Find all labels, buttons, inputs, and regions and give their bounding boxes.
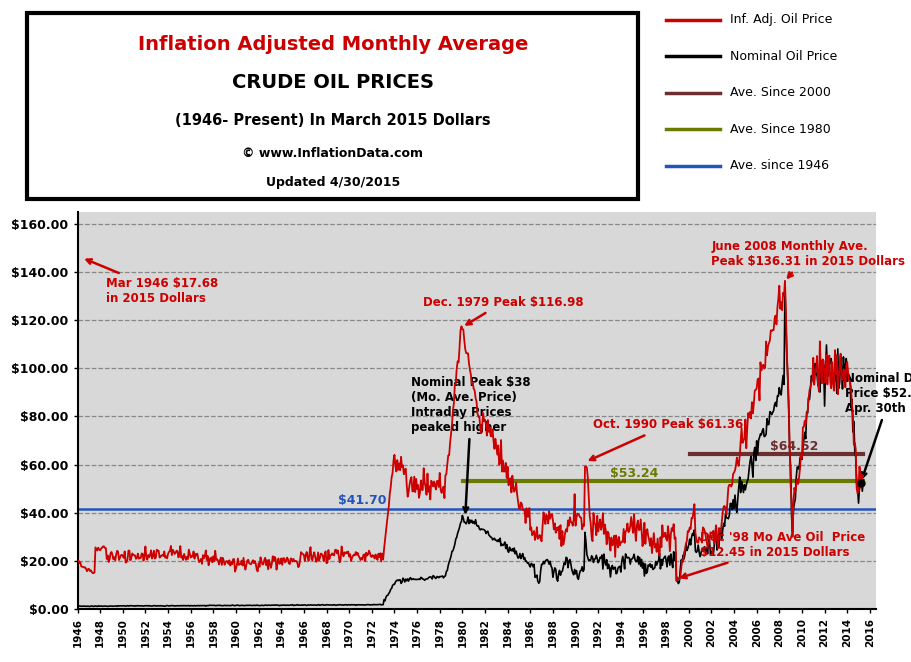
Text: $41.70: $41.70: [337, 495, 386, 507]
Text: Dec. 1979 Peak $116.98: Dec. 1979 Peak $116.98: [423, 296, 583, 324]
Text: $53.24: $53.24: [609, 467, 657, 480]
Text: Ave. since 1946: Ave. since 1946: [729, 159, 828, 172]
Text: Ave. Since 2000: Ave. Since 2000: [729, 86, 830, 99]
Text: Updated 4/30/2015: Updated 4/30/2015: [265, 176, 400, 189]
Text: Inflation Adjusted Monthly Average: Inflation Adjusted Monthly Average: [138, 36, 527, 54]
Text: Nominal Daily
Price $52.50
Apr. 30th: Nominal Daily Price $52.50 Apr. 30th: [844, 371, 911, 477]
Text: June 2008 Monthly Ave.
Peak $136.31 in 2015 Dollars: June 2008 Monthly Ave. Peak $136.31 in 2…: [711, 240, 905, 277]
Text: (1946- Present) In March 2015 Dollars: (1946- Present) In March 2015 Dollars: [175, 113, 490, 128]
Text: © www.InflationData.com: © www.InflationData.com: [242, 147, 423, 160]
Text: Nominal Oil Price: Nominal Oil Price: [729, 50, 836, 63]
Text: Nominal Peak $38
(Mo. Ave. Price)
Intraday Prices
peaked higher: Nominal Peak $38 (Mo. Ave. Price) Intrad…: [411, 375, 530, 512]
Text: Dec '98 Mo Ave Oil  Price
$12.45 in 2015 Dollars: Dec '98 Mo Ave Oil Price $12.45 in 2015 …: [681, 531, 865, 578]
Text: Oct. 1990 Peak $61.36: Oct. 1990 Peak $61.36: [589, 418, 742, 460]
Text: CRUDE OIL PRICES: CRUDE OIL PRICES: [231, 73, 434, 91]
Text: Ave. Since 1980: Ave. Since 1980: [729, 122, 829, 136]
Text: Mar 1946 $17.68
in 2015 Dollars: Mar 1946 $17.68 in 2015 Dollars: [87, 260, 218, 305]
Text: Inf. Adj. Oil Price: Inf. Adj. Oil Price: [729, 13, 831, 26]
Text: $64.52: $64.52: [770, 440, 818, 453]
